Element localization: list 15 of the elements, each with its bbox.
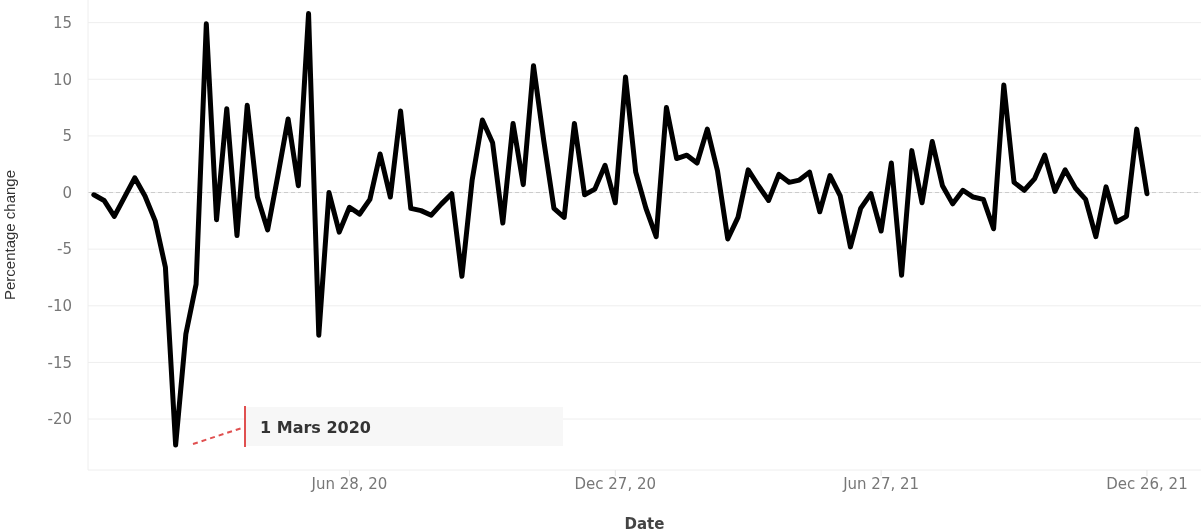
x-tick-label: Dec 27, 20 [574,474,657,493]
x-tick-label: Dec 26, 21 [1106,474,1188,493]
y-tick-label: 5 [62,127,72,146]
x-tick-label: Jun 27, 21 [842,474,920,493]
y-axis-title: Percentage change [1,169,19,301]
x-axis-title: Date [624,515,665,529]
y-tick-label: 0 [62,183,72,202]
annotation: 1 Mars 2020 [260,418,371,437]
y-tick-label: -10 [47,297,72,316]
y-tick-label: -20 [47,410,72,429]
y-tick-label: -15 [47,353,72,372]
x-tick-label: Jun 28, 20 [310,474,388,493]
y-tick-label: 10 [52,70,72,89]
y-tick-label: 15 [52,13,72,32]
y-tick-label: -5 [57,240,72,259]
